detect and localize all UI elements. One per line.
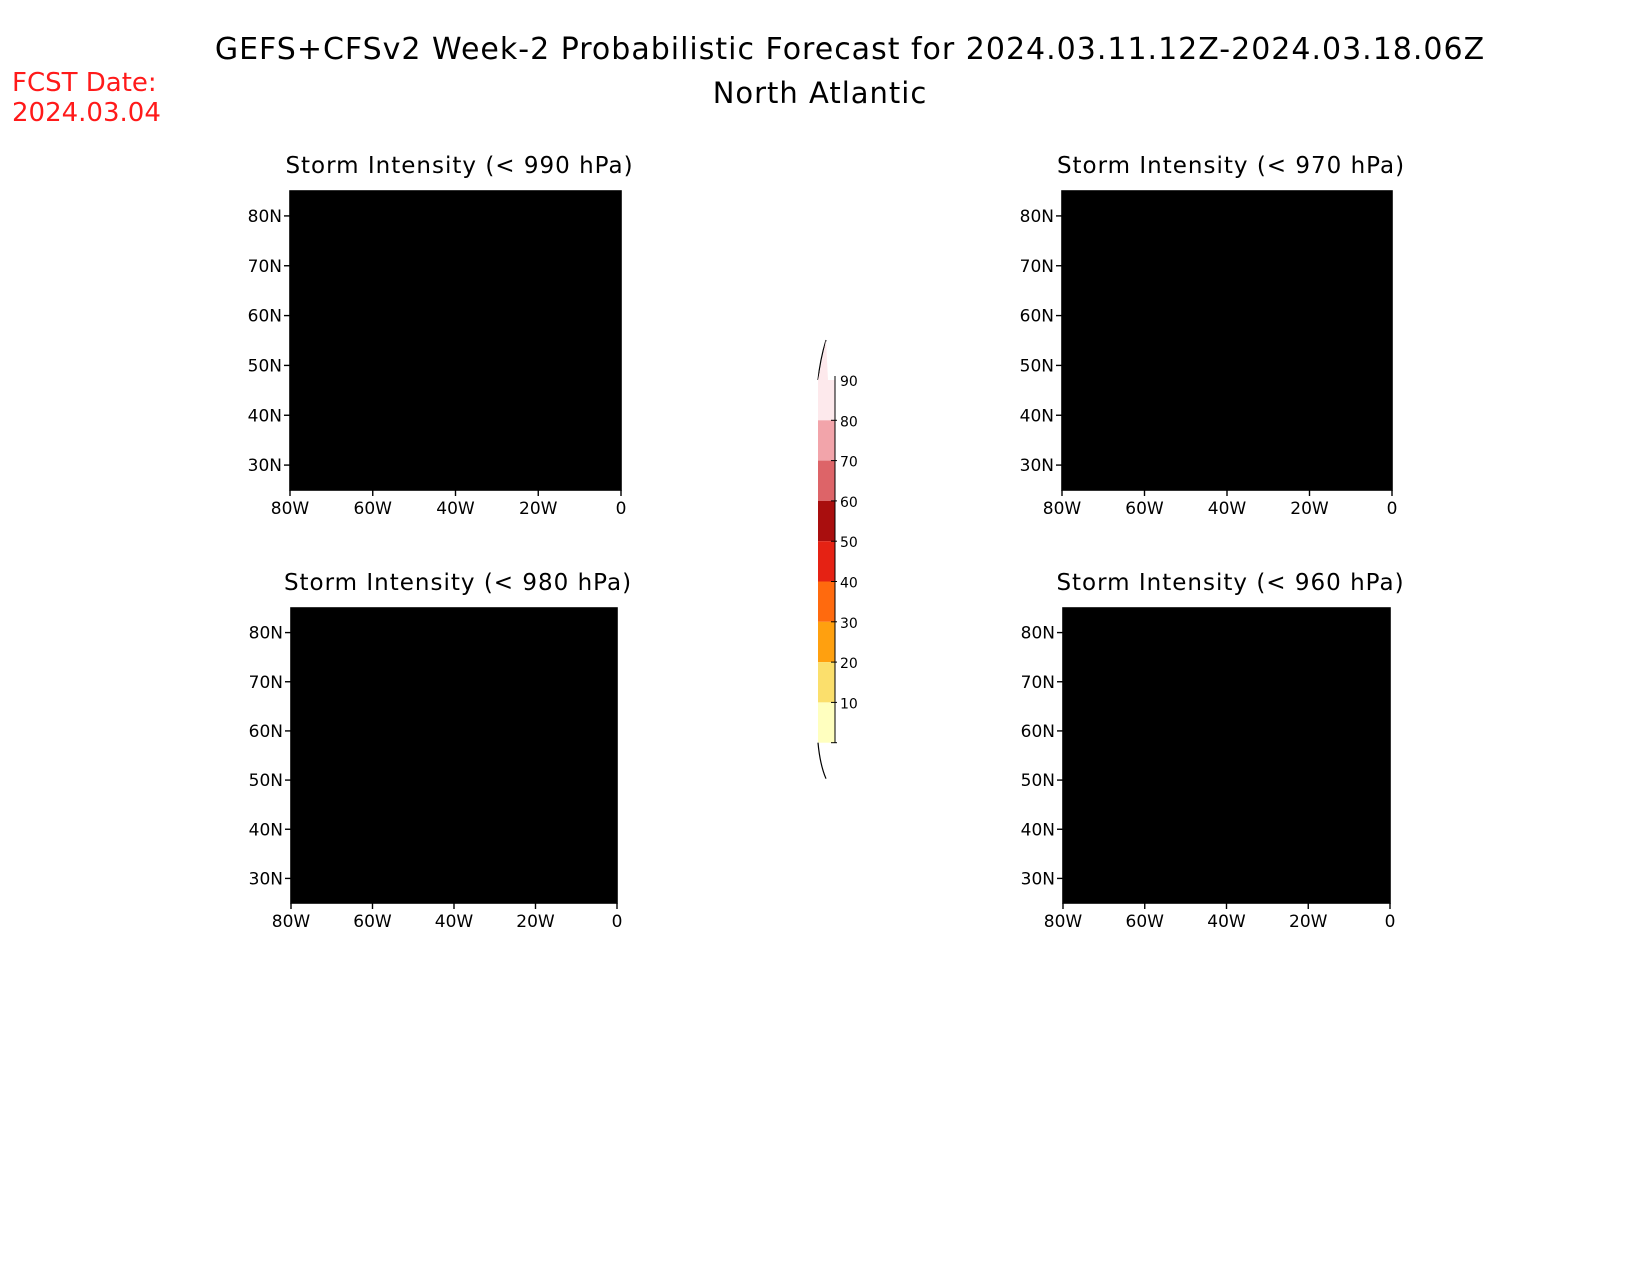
lon-tick-label: 20W (516, 912, 555, 932)
map-panel: Storm Intensity (< 990 hPa) 80N 70N 60N 50N 4… (248, 153, 633, 519)
lon-tick-label: 80W (1044, 912, 1083, 932)
colorbar-swatch (818, 702, 835, 743)
lon-tick-label: 20W (1289, 912, 1328, 932)
lat-tick-label: 80N (248, 207, 282, 227)
lon-tick-label: 60W (1126, 912, 1165, 932)
colorbar-swatch (818, 460, 835, 501)
colorbar-swatch (818, 420, 835, 461)
lat-tick-label: 70N (249, 673, 283, 693)
colorbar-legend: 90 80 70 60 50 40 30 20 10 (817, 338, 858, 779)
lat-tick-label: 30N (249, 869, 283, 889)
colorbar-label: 10 (840, 696, 858, 712)
lat-tick-label: 70N (248, 257, 282, 277)
lon-tick-label: 0 (612, 912, 623, 932)
lat-tick-label: 40N (249, 820, 283, 840)
colorbar-top-cap (817, 339, 827, 381)
region-subtitle: North Atlantic (712, 76, 928, 110)
lat-tick-label: 30N (1021, 869, 1055, 889)
map-panel: Storm Intensity (< 970 hPa) 80N 70N 60N 50N 4… (1020, 153, 1405, 519)
lon-tick-label: 80W (272, 912, 311, 932)
colorbar-label: 40 (840, 576, 858, 592)
lat-tick-label: 50N (1020, 356, 1054, 376)
lon-tick-label: 20W (1290, 499, 1329, 519)
colorbar-swatch (818, 581, 835, 622)
map-panel: Storm Intensity (< 980 hPa) 80N 70N 60N 50N 4… (249, 570, 632, 932)
main-title: GEFS+CFSv2 Week-2 Probabilistic Forecast… (214, 32, 1486, 67)
panel-title: Storm Intensity (< 960 hPa) (1056, 570, 1404, 596)
lat-tick-label: 70N (1021, 673, 1055, 693)
lat-tick-label: 60N (1021, 722, 1055, 742)
lat-tick-label: 40N (248, 406, 282, 426)
lat-tick-label: 50N (249, 771, 283, 791)
coastline (291, 617, 617, 903)
lon-tick-label: 0 (1387, 499, 1398, 519)
lon-tick-label: 60W (354, 499, 393, 519)
lon-tick-label: 40W (435, 912, 474, 932)
map-panel: Storm Intensity (< 960 hPa) 80N 70N 60N 50N 4… (1021, 570, 1404, 932)
lon-tick-label: 0 (1385, 912, 1396, 932)
colorbar-label: 60 (840, 495, 858, 511)
lon-tick-label: 80W (271, 499, 310, 519)
colorbar-label: 20 (840, 656, 858, 672)
coastline (1063, 617, 1390, 903)
panel-title: Storm Intensity (< 970 hPa) (1057, 153, 1405, 179)
lat-tick-label: 40N (1021, 820, 1055, 840)
colorbar-swatch (818, 621, 835, 663)
lat-tick-label: 80N (1021, 624, 1055, 644)
lat-tick-label: 50N (248, 356, 282, 376)
lat-tick-label: 60N (249, 722, 283, 742)
colorbar-label: 80 (840, 414, 858, 430)
lon-tick-label: 0 (616, 499, 627, 519)
fcst-date-value: 2024.03.04 (12, 98, 161, 128)
lat-tick-label: 30N (1020, 456, 1054, 476)
colorbar-bottom-cap (817, 742, 827, 779)
colorbar-label: 30 (840, 616, 858, 632)
colorbar-label: 90 (840, 374, 858, 390)
panel-title: Storm Intensity (< 980 hPa) (284, 570, 632, 596)
colorbar-label: 50 (840, 535, 858, 551)
colorbar-swatch (818, 662, 835, 703)
coastline (290, 200, 621, 490)
colorbar-swatch (818, 500, 835, 542)
lon-tick-label: 20W (519, 499, 558, 519)
lat-tick-label: 30N (248, 456, 282, 476)
lat-tick-label: 80N (1020, 207, 1054, 227)
lat-tick-label: 70N (1020, 257, 1054, 277)
lon-tick-label: 40W (436, 499, 475, 519)
colorbar-swatch (818, 541, 835, 582)
panel-title: Storm Intensity (< 990 hPa) (285, 153, 633, 179)
lon-tick-label: 40W (1208, 499, 1247, 519)
lat-tick-label: 50N (1021, 771, 1055, 791)
lon-tick-label: 60W (1125, 499, 1164, 519)
lat-tick-label: 40N (1020, 406, 1054, 426)
fcst-date-label: FCST Date: (12, 68, 157, 98)
colorbar-swatch (818, 380, 835, 421)
lon-tick-label: 80W (1043, 499, 1082, 519)
lat-tick-label: 60N (1020, 307, 1054, 327)
lon-tick-label: 40W (1207, 912, 1246, 932)
colorbar-label: 70 (840, 455, 858, 471)
lat-tick-label: 80N (249, 624, 283, 644)
coastline (1062, 200, 1392, 490)
lon-tick-label: 60W (353, 912, 392, 932)
lat-tick-label: 60N (248, 307, 282, 327)
